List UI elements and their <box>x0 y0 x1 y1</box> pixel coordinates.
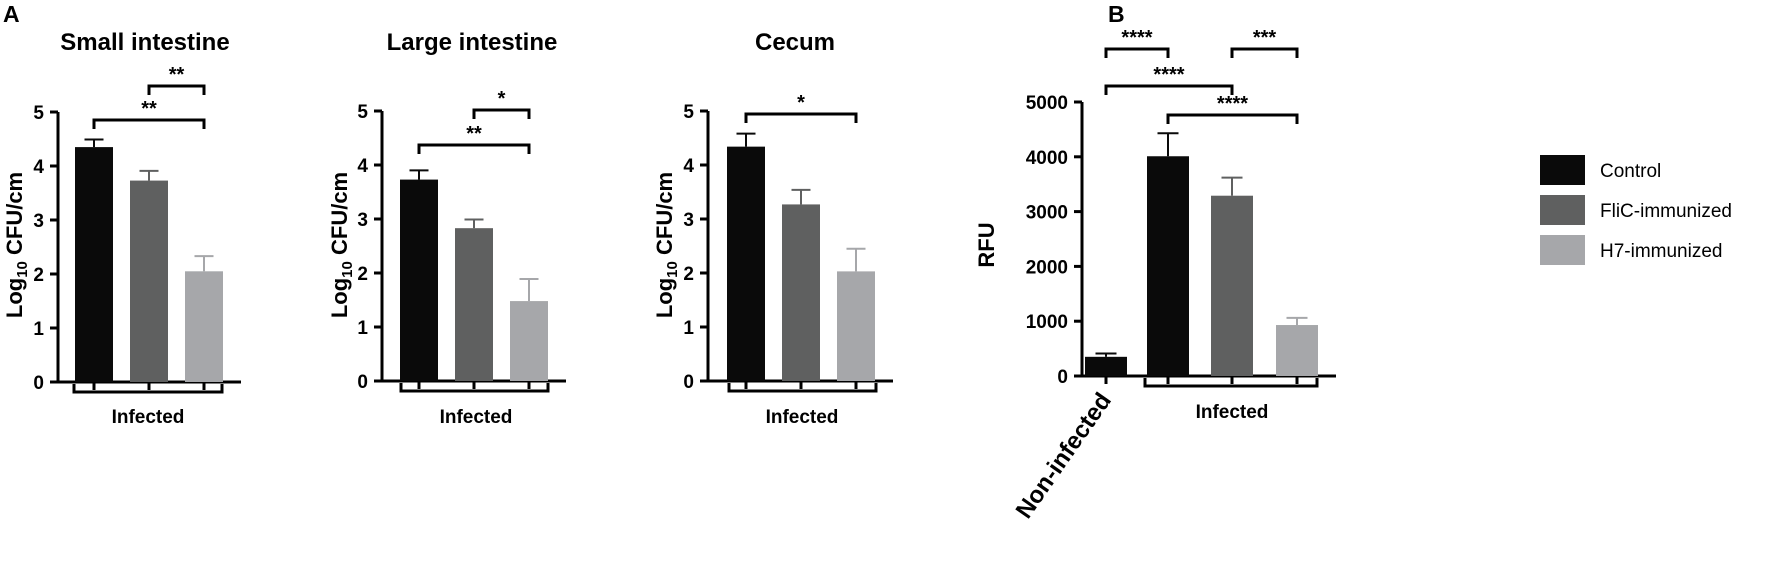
significance-label: ** <box>141 98 157 120</box>
significance-bracket <box>417 143 531 154</box>
y-tick-label: 2 <box>683 264 694 285</box>
y-tick-label: 0 <box>683 372 694 393</box>
legend-label-control: Control <box>1600 161 1661 182</box>
chart-title: Small intestine <box>60 29 229 56</box>
legend-swatch-flic <box>1540 195 1585 225</box>
y-tick-label: 5000 <box>1026 93 1068 114</box>
bar-h7-immunized <box>837 271 875 381</box>
group-label: Infected <box>1196 402 1269 423</box>
significance-bracket <box>1230 47 1299 58</box>
legend-label-h7: H7-immunized <box>1600 241 1722 262</box>
y-axis-label: Log10 CFU/cm <box>652 172 681 318</box>
y-tick-label: 0 <box>357 372 368 393</box>
significance-bracket <box>92 118 206 129</box>
significance-label: ** <box>466 123 482 145</box>
chart-large-intestine: Large intestine Log10 CFU/cm 0 1 2 3 4 5 Infecte… <box>327 29 566 428</box>
y-tick-label: 5 <box>33 103 44 124</box>
y-tick-label: 1 <box>683 318 694 339</box>
y-tick-label: 1 <box>33 319 44 340</box>
legend-swatch-h7 <box>1540 235 1585 265</box>
y-tick-label: 3000 <box>1026 203 1068 224</box>
bar-flic-immunized <box>455 228 493 381</box>
y-tick-label: 2000 <box>1026 257 1068 278</box>
y-tick-label: 1 <box>357 318 368 339</box>
group-bracket <box>399 383 550 393</box>
y-axis-label: RFU <box>974 222 999 267</box>
y-tick-label: 2 <box>33 265 44 286</box>
chart-small-intestine: Small intestine Log10 CFU/cm 0 1 2 3 4 5 Infecte… <box>2 29 241 428</box>
significance-bracket <box>147 84 206 95</box>
bar-control <box>75 147 113 382</box>
y-tick-label: 4 <box>357 156 368 177</box>
group-bracket <box>72 384 224 394</box>
y-tick-label: 3 <box>683 210 694 231</box>
significance-label: *** <box>1253 27 1277 49</box>
group-bracket <box>727 383 878 393</box>
y-axis-label: Log10 CFU/cm <box>327 172 356 318</box>
bar-control <box>400 179 438 381</box>
significance-label: ** <box>169 64 185 86</box>
y-tick-label: 5 <box>357 102 368 123</box>
significance-label: **** <box>1217 93 1248 115</box>
bar-non-infected <box>1085 356 1127 376</box>
y-axis-label: Log10 CFU/cm <box>2 172 31 318</box>
y-tick-label: 4 <box>683 156 694 177</box>
significance-bracket <box>1166 113 1299 124</box>
chart-title: Large intestine <box>387 29 558 56</box>
y-tick-label: 0 <box>33 373 44 394</box>
bar-flic-immunized <box>130 180 168 382</box>
bar-h7-immunized <box>1276 325 1318 376</box>
group-label: Infected <box>440 407 513 428</box>
legend: Control FliC-immunized H7-immunized <box>1540 155 1732 265</box>
legend-swatch-control <box>1540 155 1585 185</box>
significance-bracket <box>744 112 858 123</box>
y-tick-label: 3 <box>33 211 44 232</box>
bar-control <box>727 146 765 381</box>
y-tick-label: 0 <box>1057 367 1068 388</box>
bar-flic-immunized <box>1211 195 1253 376</box>
y-tick-label: 2 <box>357 264 368 285</box>
bar-h7-immunized <box>185 271 223 382</box>
significance-label: **** <box>1153 64 1184 86</box>
significance-label: * <box>498 88 506 110</box>
group-label: Infected <box>112 407 185 428</box>
legend-label-flic: FliC-immunized <box>1600 201 1732 222</box>
group-label: Infected <box>766 407 839 428</box>
significance-label: * <box>797 92 805 114</box>
chart-title: Cecum <box>755 29 835 56</box>
y-tick-label: 1000 <box>1026 312 1068 333</box>
y-tick-label: 4000 <box>1026 148 1068 169</box>
chart-rfu: RFU 0 1000 2000 3000 4000 5000 Infected Non-infe… <box>974 27 1336 524</box>
significance-bracket <box>1104 47 1170 58</box>
bar-h7-immunized <box>510 301 548 381</box>
bar-flic-immunized <box>782 204 820 381</box>
panel-letter-a: A <box>3 1 20 27</box>
significance-bracket <box>472 108 531 119</box>
significance-bracket <box>1104 84 1234 95</box>
y-tick-label: 5 <box>683 102 694 123</box>
y-tick-label: 4 <box>33 157 44 178</box>
panel-letter-b: B <box>1108 1 1125 27</box>
significance-label: **** <box>1121 27 1152 49</box>
x-tick-label-non-infected: Non-infected <box>1011 388 1117 524</box>
chart-cecum: Cecum Log10 CFU/cm 0 1 2 3 4 5 Infected * <box>652 29 893 428</box>
y-tick-label: 3 <box>357 210 368 231</box>
group-bracket <box>1143 378 1319 388</box>
bar-control <box>1147 156 1189 376</box>
